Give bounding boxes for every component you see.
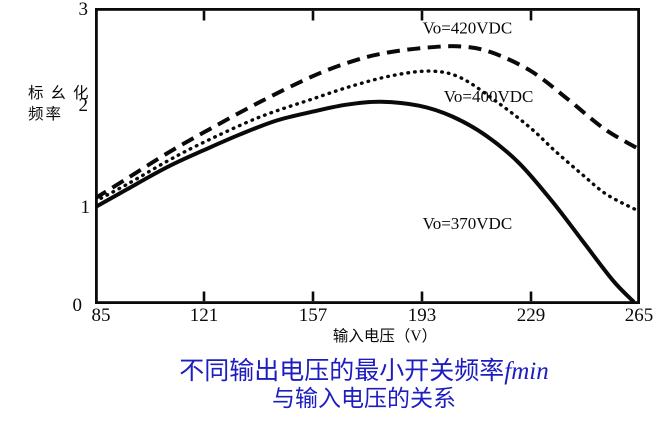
y-axis-label-line1: 标幺化 [28,85,96,102]
x-tick-label-193: 193 [407,305,437,326]
x-tick-label-157: 157 [298,305,328,326]
series-label-vo-420vdc: Vo=420VDC [423,19,513,38]
y-tick-label-0: 0 [72,295,83,316]
chart-plot-area: Vo=420VDC Vo=400VDC Vo=370VDC [95,8,640,304]
x-tick-label-85: 85 [91,305,111,326]
y-tick-label-1: 1 [80,197,91,218]
curve-vo-420vdc [95,44,639,201]
series-label-vo-400vdc: Vo=400VDC [444,87,534,106]
caption-line-1-text: 不同输出电压的最小开关频率 [179,358,505,385]
caption-line-2: 与输入电压的关系 [272,386,456,412]
series-label-vo-370vdc: Vo=370VDC [423,214,513,233]
x-tick-label-229: 229 [516,305,546,326]
y-tick-label-2: 2 [78,95,89,116]
x-axis-label: 输入电压（V） [332,328,438,345]
x-tick-label-121: 121 [189,305,219,326]
y-tick-label-3: 3 [78,0,89,20]
figure-caption: 不同输出电压的最小开关频率fmin 与输入电压的关系 [34,358,658,412]
x-tick-label-265: 265 [624,305,654,326]
curve-vo-370vdc [95,99,636,304]
caption-line-1: 不同输出电压的最小开关频率fmin [34,358,658,386]
y-axis-label: 标幺化 频率 [28,83,98,125]
plot-border [95,8,640,304]
curve-vo-400vdc [95,69,639,212]
y-axis-label-line2: 频率 [28,106,64,123]
plot-canvas: Vo=420VDC Vo=400VDC Vo=370VDC [95,8,640,304]
caption-fmin: fmin [504,358,549,385]
